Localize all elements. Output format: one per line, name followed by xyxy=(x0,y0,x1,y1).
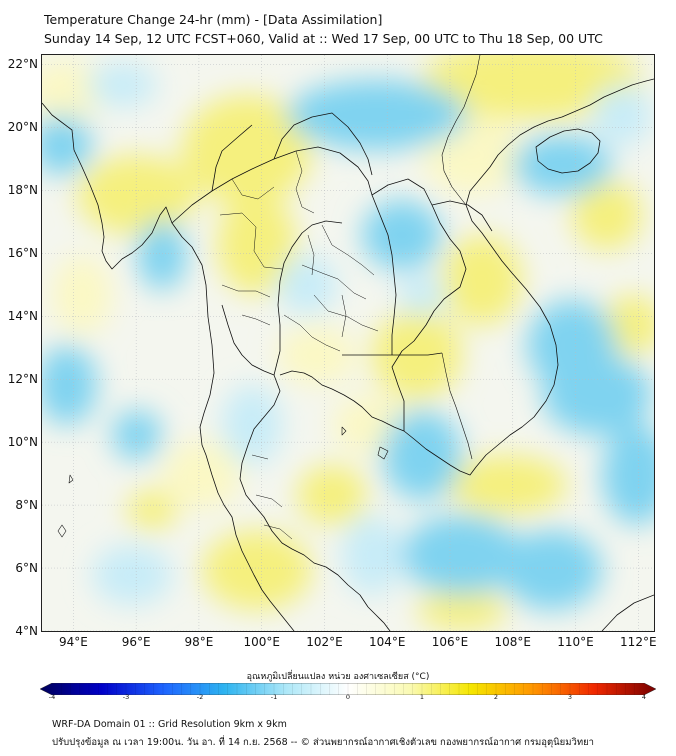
latitude-tick-label: 22°N xyxy=(7,57,38,72)
longitude-tick-label: 98°E xyxy=(184,635,214,649)
colorbar xyxy=(39,680,657,696)
colorbar-tick-label: 1 xyxy=(419,693,425,701)
latitude-tick-label: 18°N xyxy=(7,183,38,198)
longitude-tick-label: 110°E xyxy=(557,635,594,649)
coastline-and-borders xyxy=(42,55,654,631)
map-title: Temperature Change 24-hr (mm) - [Data As… xyxy=(44,12,383,27)
colorbar-title: อุณหภูมิเปลี่ยนแปลง หน่วย องศาเซลเซียส (… xyxy=(246,672,430,682)
latitude-tick-label: 4°N xyxy=(15,624,38,638)
colorbar-tick-label: -1 xyxy=(270,693,278,701)
latitude-tick-label: 14°N xyxy=(7,309,38,324)
footer-model-info: WRF-DA Domain 01 :: Grid Resolution 9km … xyxy=(52,719,287,730)
graticule xyxy=(42,55,654,631)
longitude-tick-label: 112°E xyxy=(620,635,657,649)
latitude-tick-label: 16°N xyxy=(7,246,38,261)
longitude-tick-label: 94°E xyxy=(58,635,88,649)
longitude-tick-label: 100°E xyxy=(243,635,280,649)
latitude-tick-label: 12°N xyxy=(7,372,38,387)
map-subtitle: Sunday 14 Sep, 12 UTC FCST+060, Valid at… xyxy=(44,31,603,46)
longitude-tick-label: 96°E xyxy=(121,635,151,649)
colorbar-tick-label: -4 xyxy=(48,693,56,701)
footer-credits: ปรับปรุงข้อมูล ณ เวลา 19:00น. วัน อา. ที… xyxy=(52,737,594,748)
colorbar-tick-label: 0 xyxy=(345,693,351,701)
colorbar-tick-label: -3 xyxy=(122,693,130,701)
colorbar-tick-label: -2 xyxy=(196,693,204,701)
latitude-tick-label: 20°N xyxy=(7,120,38,135)
colorbar-tick-label: 2 xyxy=(493,693,499,701)
latitude-tick-label: 8°N xyxy=(15,498,38,513)
colorbar-tick-label: 4 xyxy=(641,693,647,701)
temperature-change-map xyxy=(41,54,655,632)
longitude-tick-label: 104°E xyxy=(368,635,406,649)
longitude-tick-label: 108°E xyxy=(494,635,532,649)
latitude-tick-label: 6°N xyxy=(15,561,38,576)
longitude-tick-label: 106°E xyxy=(431,635,469,649)
longitude-tick-label: 102°E xyxy=(306,635,343,649)
colorbar-tick-label: 3 xyxy=(567,693,573,701)
latitude-tick-label: 10°N xyxy=(7,435,38,450)
